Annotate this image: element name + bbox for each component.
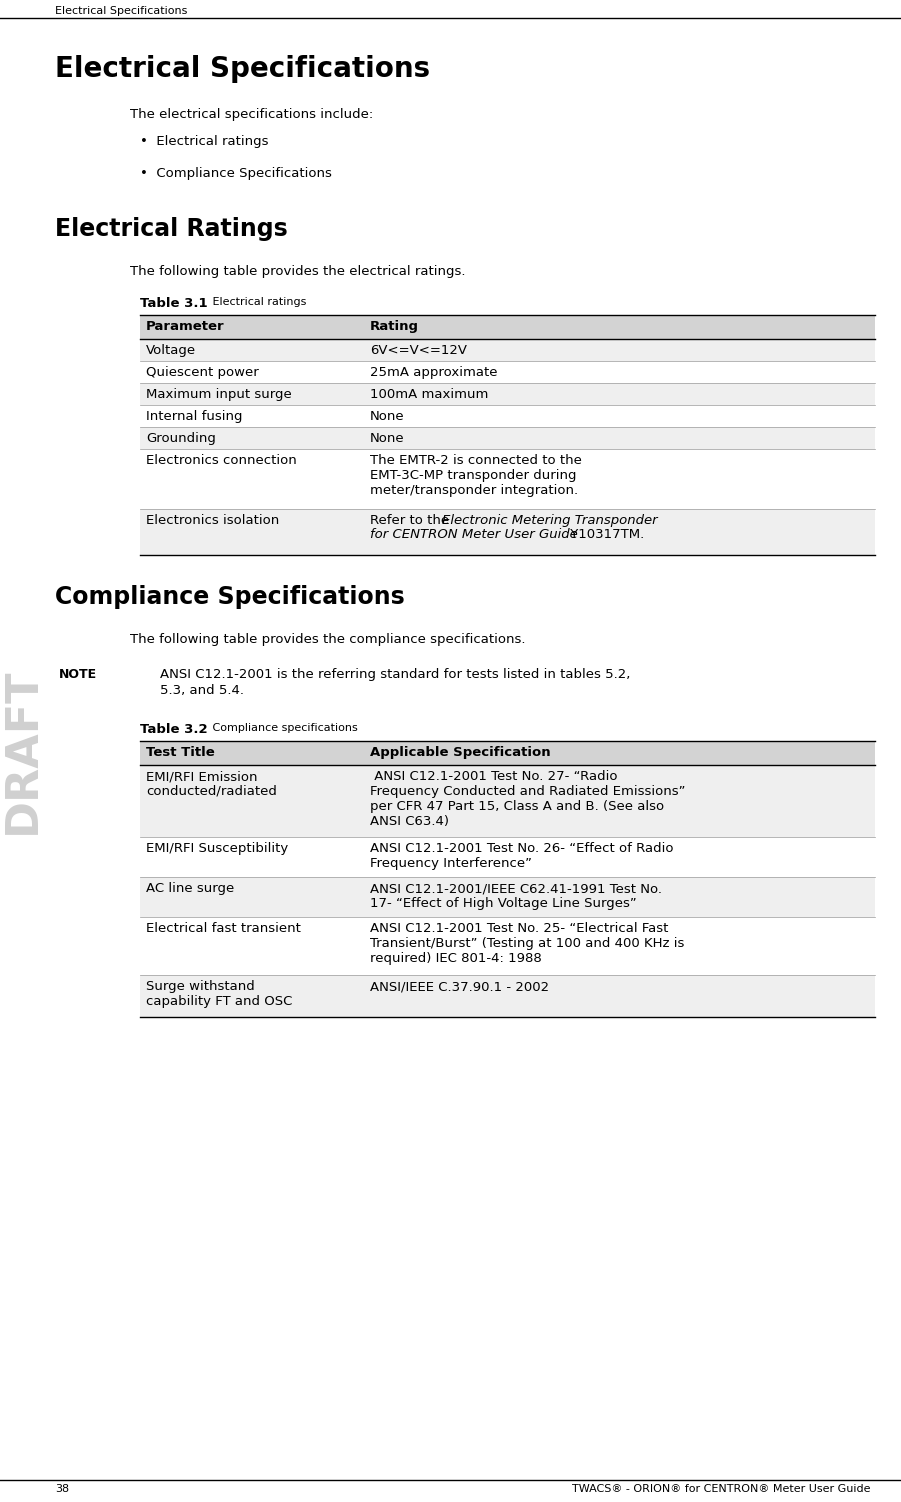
Bar xyxy=(140,427,875,449)
Text: Refer to the: Refer to the xyxy=(370,514,453,527)
Text: The EMTR-2 is connected to the
EMT-3C-MP transponder during
meter/transponder in: The EMTR-2 is connected to the EMT-3C-MP… xyxy=(370,454,582,497)
Text: 38: 38 xyxy=(55,1484,69,1494)
Text: Test Title: Test Title xyxy=(146,746,214,759)
Text: Parameter: Parameter xyxy=(146,320,224,333)
Text: 6V<=V<=12V: 6V<=V<=12V xyxy=(370,344,467,357)
Text: NOTE: NOTE xyxy=(59,668,97,680)
Text: •  Compliance Specifications: • Compliance Specifications xyxy=(140,167,332,180)
Text: None: None xyxy=(370,410,405,424)
Bar xyxy=(140,877,875,918)
Text: Electronics connection: Electronics connection xyxy=(146,454,296,467)
Bar xyxy=(140,315,875,339)
Text: 100mA maximum: 100mA maximum xyxy=(370,388,488,401)
Text: Electrical fast transient: Electrical fast transient xyxy=(146,922,301,936)
Bar xyxy=(140,360,875,383)
Text: Maximum input surge: Maximum input surge xyxy=(146,388,292,401)
Text: ANSI C12.1-2001 Test No. 27- “Radio
Frequency Conducted and Radiated Emissions”
: ANSI C12.1-2001 Test No. 27- “Radio Freq… xyxy=(370,771,686,828)
Text: Compliance specifications: Compliance specifications xyxy=(202,722,358,733)
Text: AC line surge: AC line surge xyxy=(146,882,234,895)
Text: ANSI/IEEE C.37.90.1 - 2002: ANSI/IEEE C.37.90.1 - 2002 xyxy=(370,979,549,993)
Text: Table 3.2: Table 3.2 xyxy=(140,722,207,736)
Text: EMI/RFI Emission
conducted/radiated: EMI/RFI Emission conducted/radiated xyxy=(146,771,277,798)
Bar xyxy=(140,837,875,877)
Text: ANSI C12.1-2001/IEEE C62.41-1991 Test No.
17- “Effect of High Voltage Line Surge: ANSI C12.1-2001/IEEE C62.41-1991 Test No… xyxy=(370,882,662,910)
Bar xyxy=(140,406,875,427)
Text: Electrical ratings: Electrical ratings xyxy=(202,297,306,306)
Text: 25mA approximate: 25mA approximate xyxy=(370,366,497,379)
Text: EMI/RFI Susceptibility: EMI/RFI Susceptibility xyxy=(146,843,288,855)
Bar xyxy=(140,449,875,509)
Text: Quiescent power: Quiescent power xyxy=(146,366,259,379)
Text: ANSI C12.1-2001 is the referring standard for tests listed in tables 5.2,: ANSI C12.1-2001 is the referring standar… xyxy=(160,668,631,680)
Bar xyxy=(140,765,875,837)
Text: Y10317TM.: Y10317TM. xyxy=(566,529,644,541)
Text: Electrical Specifications: Electrical Specifications xyxy=(55,56,430,83)
Text: for CENTRON Meter User Guide: for CENTRON Meter User Guide xyxy=(370,529,578,541)
Text: None: None xyxy=(370,433,405,445)
Text: Rating: Rating xyxy=(370,320,419,333)
Text: Electrical Ratings: Electrical Ratings xyxy=(55,216,287,240)
Text: The following table provides the compliance specifications.: The following table provides the complia… xyxy=(130,632,525,646)
Text: DRAFT: DRAFT xyxy=(1,668,43,834)
Bar xyxy=(140,975,875,1017)
Text: •  Electrical ratings: • Electrical ratings xyxy=(140,135,268,149)
Text: Table 3.1: Table 3.1 xyxy=(140,297,207,309)
Text: Voltage: Voltage xyxy=(146,344,196,357)
Text: Electronics isolation: Electronics isolation xyxy=(146,514,279,527)
Text: The following table provides the electrical ratings.: The following table provides the electri… xyxy=(130,264,466,278)
Text: Surge withstand
capability FT and OSC: Surge withstand capability FT and OSC xyxy=(146,979,293,1008)
Text: TWACS® - ORION® for CENTRON® Meter User Guide: TWACS® - ORION® for CENTRON® Meter User … xyxy=(571,1484,870,1494)
Text: ANSI C12.1-2001 Test No. 25- “Electrical Fast
Transient/Burst” (Testing at 100 a: ANSI C12.1-2001 Test No. 25- “Electrical… xyxy=(370,922,685,964)
Text: 5.3, and 5.4.: 5.3, and 5.4. xyxy=(160,683,244,697)
Text: Electronic Metering Transponder: Electronic Metering Transponder xyxy=(442,514,658,527)
Bar xyxy=(140,740,875,765)
Bar xyxy=(140,918,875,975)
Bar xyxy=(140,339,875,360)
Text: ANSI C12.1-2001 Test No. 26- “Effect of Radio
Frequency Interference”: ANSI C12.1-2001 Test No. 26- “Effect of … xyxy=(370,843,674,870)
Text: Internal fusing: Internal fusing xyxy=(146,410,242,424)
Text: Compliance Specifications: Compliance Specifications xyxy=(55,584,405,608)
Text: Electrical Specifications: Electrical Specifications xyxy=(55,6,187,17)
Text: Grounding: Grounding xyxy=(146,433,216,445)
Text: The electrical specifications include:: The electrical specifications include: xyxy=(130,108,373,122)
Text: Applicable Specification: Applicable Specification xyxy=(370,746,551,759)
Bar xyxy=(140,383,875,406)
Bar xyxy=(140,509,875,556)
